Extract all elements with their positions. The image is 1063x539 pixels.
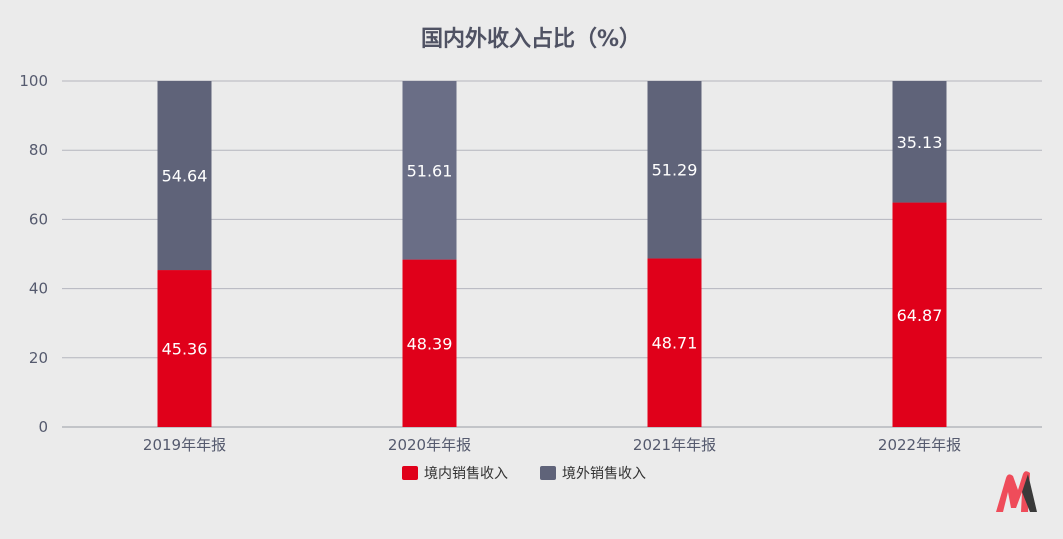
legend: 境内销售收入 境外销售收入 xyxy=(402,466,646,482)
bars xyxy=(157,81,947,427)
data-label: 54.64 xyxy=(162,167,208,186)
bar-domestic xyxy=(402,259,457,427)
legend-label: 境外销售收入 xyxy=(562,466,646,482)
bar-domestic xyxy=(892,202,947,427)
bar-overseas xyxy=(402,81,457,260)
x-tick-label: 2020年年报 xyxy=(388,436,471,454)
x-tick-label: 2019年年报 xyxy=(143,436,226,454)
x-axis-ticks: 2019年年报 2020年年报 2021年年报 2022年年报 xyxy=(143,436,961,454)
x-tick-label: 2022年年报 xyxy=(878,436,961,454)
bar-overseas xyxy=(892,81,947,203)
y-tick-label: 20 xyxy=(29,349,48,367)
bar-domestic xyxy=(157,270,212,427)
data-label: 35.13 xyxy=(897,133,943,152)
legend-swatch xyxy=(540,466,556,480)
gridlines xyxy=(62,80,1042,428)
bar-domestic xyxy=(647,258,702,427)
y-tick-label: 0 xyxy=(38,418,48,436)
x-tick-label: 2021年年报 xyxy=(633,436,716,454)
legend-label: 境内销售收入 xyxy=(424,466,508,482)
y-tick-label: 40 xyxy=(29,280,48,298)
y-tick-label: 100 xyxy=(19,72,48,90)
bar-overseas xyxy=(647,81,702,259)
data-label: 51.61 xyxy=(407,161,453,180)
y-tick-label: 80 xyxy=(29,141,48,159)
legend-swatch xyxy=(402,466,418,480)
bar-overseas xyxy=(157,81,212,271)
data-label: 45.36 xyxy=(162,340,208,359)
y-axis-ticks: 0 20 40 60 80 100 xyxy=(19,72,48,436)
brand-m-logo-icon xyxy=(996,471,1037,512)
value-labels: 45.36 54.64 48.39 51.61 48.71 51.29 64.87 35.13 xyxy=(162,133,943,359)
data-label: 48.39 xyxy=(407,334,453,353)
data-label: 48.71 xyxy=(652,334,698,353)
chart-title: 国内外收入占比（%） xyxy=(421,26,641,52)
data-label: 64.87 xyxy=(897,306,943,325)
data-label: 51.29 xyxy=(652,161,698,180)
y-tick-label: 60 xyxy=(29,210,48,228)
